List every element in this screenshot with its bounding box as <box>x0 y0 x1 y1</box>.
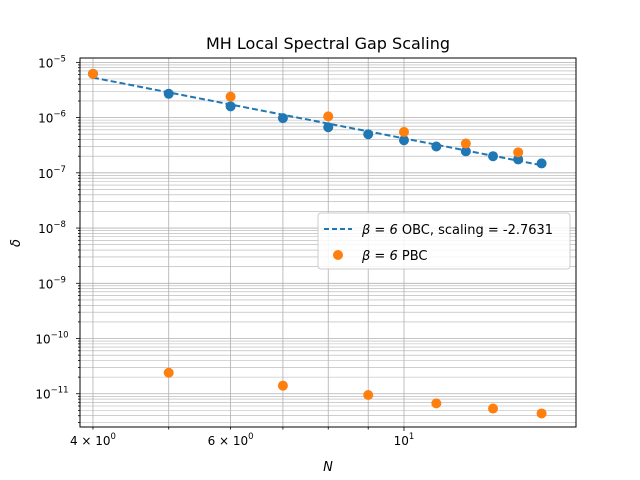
x-axis-label: N <box>323 460 333 475</box>
data-point-obc <box>431 141 442 152</box>
data-point-obc <box>460 146 471 157</box>
x-tick-label: 101 <box>394 432 415 448</box>
data-point-pbc <box>431 398 442 409</box>
data-point-pbc <box>87 68 98 79</box>
data-point-pbc <box>277 380 288 391</box>
data-point-obc <box>225 101 236 112</box>
legend-entry-obc: β = 6 OBC, scaling = -2.7631 <box>361 223 553 238</box>
legend-entry-obc-rest: OBC, scaling = -2.7631 <box>398 223 553 238</box>
data-points <box>87 68 547 419</box>
x-tick-label: 4 × 100 <box>70 432 116 448</box>
legend-entry-pbc: β = 6 PBC <box>361 249 427 264</box>
y-tick-label: 10−10 <box>35 331 68 347</box>
y-tick-label: 10−9 <box>38 275 66 291</box>
data-point-obc <box>398 135 409 146</box>
data-point-obc <box>536 158 547 169</box>
data-point-pbc <box>163 367 174 378</box>
legend-entry-pbc-math: β = 6 <box>361 249 398 264</box>
y-axis-ticks: 10−11 10−10 10−9 10−8 10−7 10−6 10−5 <box>35 54 80 424</box>
data-point-obc <box>163 88 174 99</box>
data-point-obc <box>488 151 499 162</box>
data-point-obc <box>323 122 334 133</box>
data-point-pbc <box>363 389 374 400</box>
y-tick-label: 10−5 <box>38 54 66 70</box>
data-point-obc <box>513 154 524 165</box>
data-point-pbc <box>398 126 409 137</box>
y-tick-label: 10−8 <box>38 220 66 236</box>
x-tick-label: 6 × 100 <box>208 432 254 448</box>
y-tick-label: 10−11 <box>35 386 68 402</box>
data-point-pbc <box>488 403 499 414</box>
data-point-obc <box>363 129 374 140</box>
legend: β = 6 OBC, scaling = -2.7631 β = 6 PBC <box>317 212 571 270</box>
x-axis-ticks: 4 × 100 6 × 100 101 <box>70 427 414 448</box>
data-point-pbc <box>513 147 524 158</box>
data-point-pbc <box>323 111 334 122</box>
y-tick-label: 10−6 <box>38 110 66 126</box>
chart-title: MH Local Spectral Gap Scaling <box>206 34 450 53</box>
legend-entry-pbc-rest: PBC <box>398 249 428 264</box>
legend-entry-obc-math: β = 6 <box>361 223 398 238</box>
data-point-obc <box>277 113 288 124</box>
data-point-pbc <box>460 138 471 149</box>
data-point-pbc <box>225 91 236 102</box>
data-point-pbc <box>536 408 547 419</box>
legend-box <box>317 212 571 270</box>
legend-marker-pbc <box>333 250 343 260</box>
fit-line <box>92 76 542 167</box>
y-tick-label: 10−7 <box>38 165 66 181</box>
fit-line-group <box>92 76 542 167</box>
y-axis-label: δ <box>9 239 24 247</box>
